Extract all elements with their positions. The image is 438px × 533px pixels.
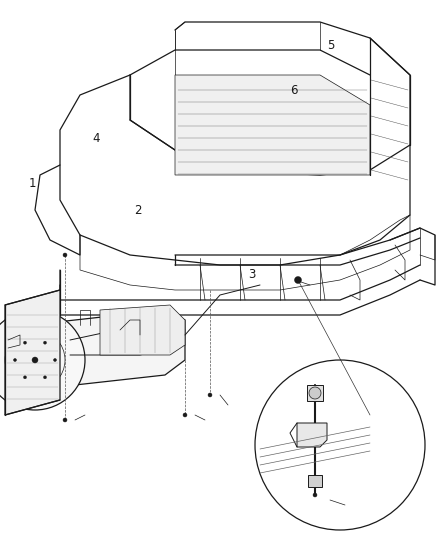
Circle shape [32,357,38,363]
Text: 5: 5 [327,39,334,52]
Polygon shape [100,305,185,355]
Circle shape [24,341,27,344]
Circle shape [309,387,321,399]
Circle shape [24,376,27,379]
Circle shape [14,359,17,361]
Polygon shape [5,290,60,415]
Text: 6: 6 [290,84,297,97]
Circle shape [313,493,317,497]
Text: 3: 3 [248,268,255,281]
Circle shape [53,359,57,361]
Polygon shape [308,475,322,487]
Text: 2: 2 [134,204,142,217]
Circle shape [63,253,67,257]
Circle shape [183,413,187,417]
Circle shape [43,341,46,344]
Text: 4: 4 [92,132,100,145]
Text: 1: 1 [29,177,37,190]
Polygon shape [15,310,185,390]
Polygon shape [307,385,323,401]
Circle shape [63,418,67,422]
Polygon shape [297,423,327,447]
Circle shape [208,393,212,397]
Circle shape [0,310,85,410]
Circle shape [294,277,301,284]
Circle shape [43,376,46,379]
Polygon shape [175,75,370,175]
